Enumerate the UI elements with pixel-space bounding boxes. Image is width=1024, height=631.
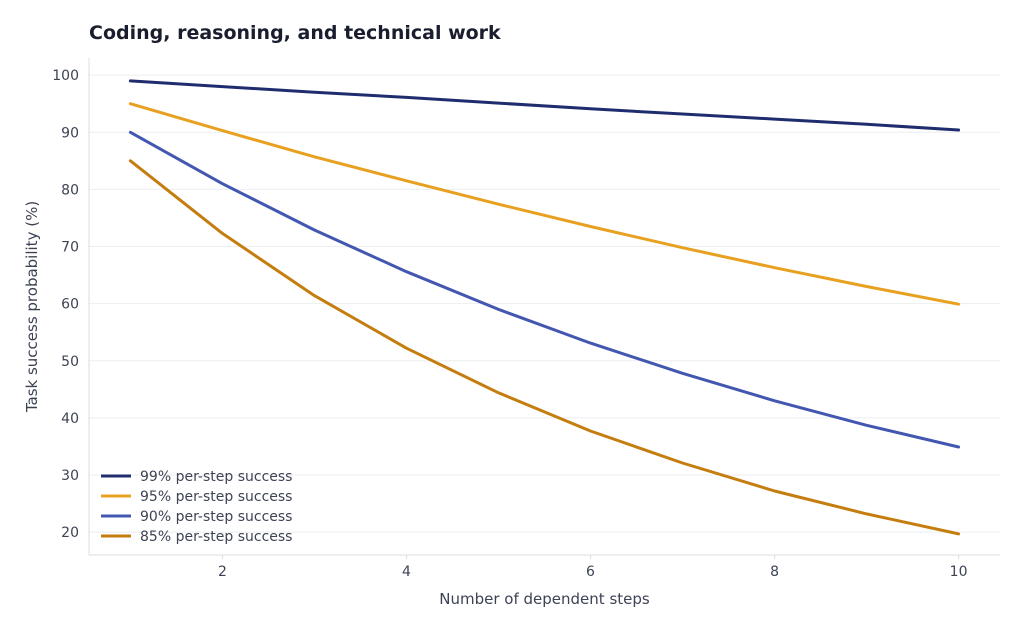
- axes: [88, 58, 1000, 559]
- x-tick-label: 8: [770, 564, 779, 580]
- x-axis-label: Number of dependent steps: [439, 590, 650, 608]
- legend-label-1: 99% per-step success: [140, 469, 292, 485]
- series-line-2: [128, 102, 961, 306]
- y-tick-label: 90: [61, 125, 79, 141]
- y-tick-label: 20: [61, 525, 79, 541]
- y-tick-label: 100: [52, 68, 79, 84]
- legend-label-4: 85% per-step success: [140, 529, 292, 545]
- legend: 99% per-step success 95% per-step success…: [101, 469, 292, 545]
- x-tick-label: 2: [218, 564, 227, 580]
- tick-labels: 20 30 40 50 60 70 80 90 100 2 4 6 8 10: [52, 68, 967, 580]
- y-tick-label: 80: [61, 182, 79, 198]
- grid-lines: [89, 74, 1000, 533]
- chart-title: Coding, reasoning, and technical work: [89, 22, 501, 44]
- y-tick-label: 30: [61, 468, 79, 484]
- y-tick-label: 70: [61, 240, 79, 256]
- y-tick-label: 40: [61, 411, 79, 427]
- y-tick-label: 60: [61, 297, 79, 313]
- series-line-3: [128, 130, 961, 449]
- series-line-1: [128, 79, 961, 132]
- series-line-4: [128, 159, 961, 536]
- series-lines: [128, 79, 961, 536]
- x-tick-label: 6: [586, 564, 595, 580]
- legend-label-2: 95% per-step success: [140, 489, 292, 505]
- x-tick-label: 10: [950, 564, 968, 580]
- y-axis-label: Task success probability (%): [23, 201, 41, 413]
- y-tick-label: 50: [61, 354, 79, 370]
- legend-label-3: 90% per-step success: [140, 509, 292, 525]
- x-tick-label: 4: [402, 564, 411, 580]
